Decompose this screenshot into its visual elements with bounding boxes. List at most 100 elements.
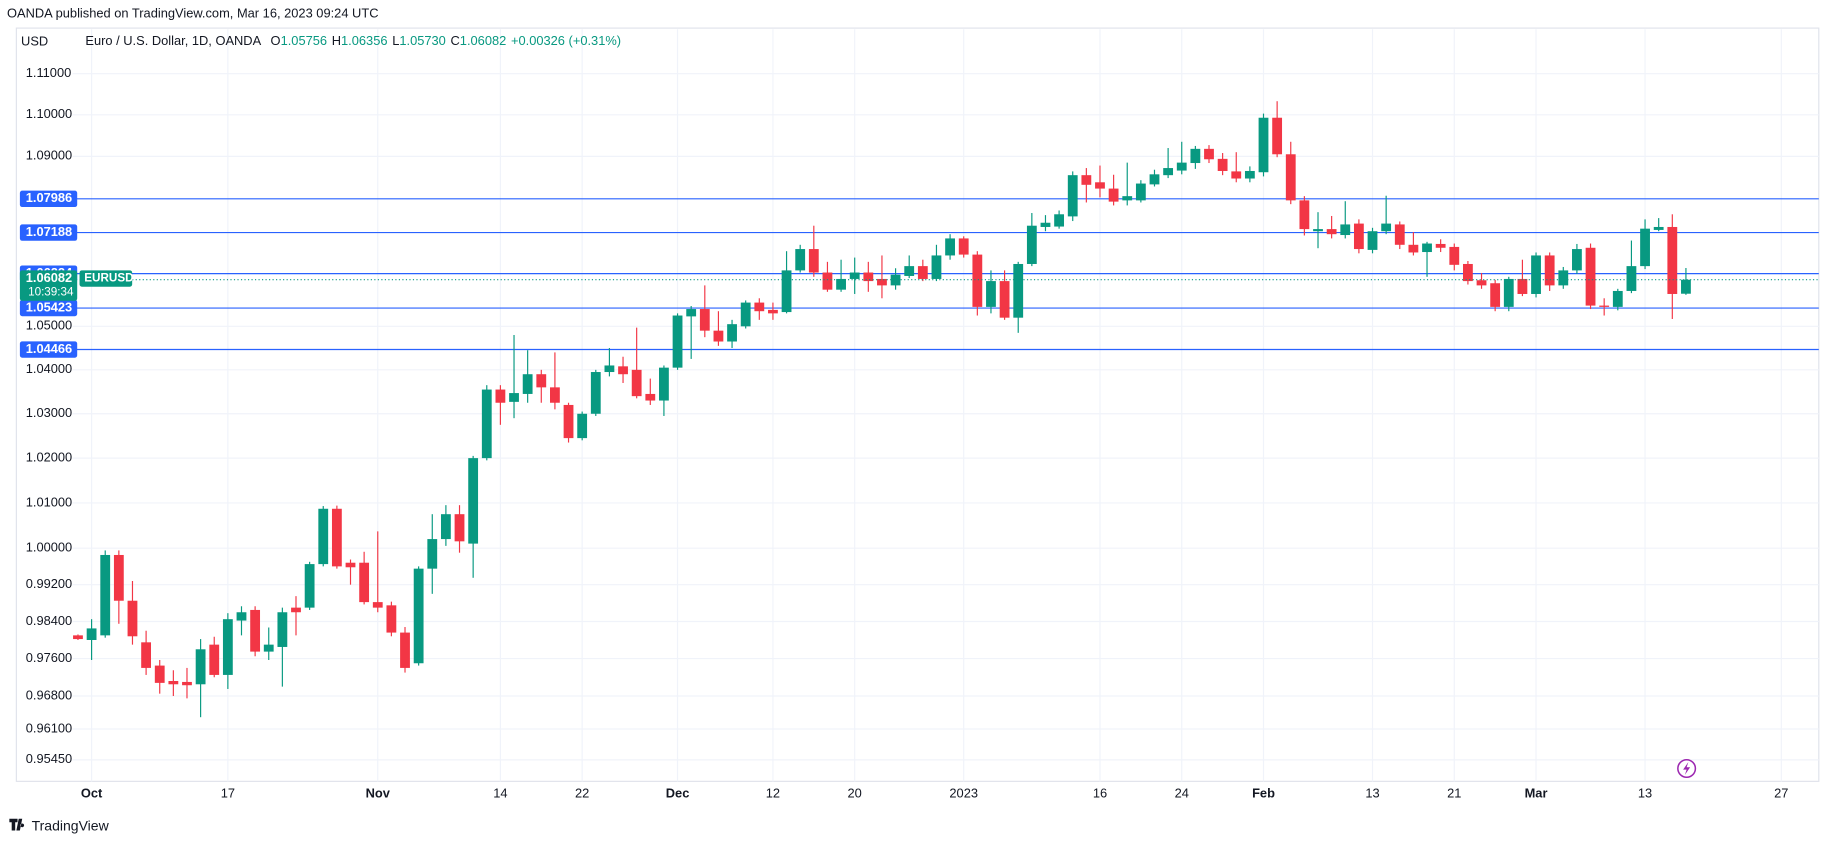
candle-body (672, 315, 683, 368)
candle-body (522, 374, 533, 394)
candle-body (1067, 175, 1078, 217)
footer: TradingView (32, 818, 110, 834)
y-tick-label: 0.99200 (26, 576, 72, 591)
candle-body (1340, 224, 1351, 236)
candle-body (359, 562, 370, 603)
candle-body (863, 272, 874, 282)
candle-body (1503, 278, 1514, 307)
y-tick-label: 1.04000 (26, 361, 72, 376)
x-tick-label: Dec (666, 786, 690, 801)
candle-body (182, 681, 192, 686)
level-label: 1.04466 (26, 341, 72, 356)
candle-body (1572, 249, 1582, 271)
candle-body (849, 272, 860, 279)
candle-body (795, 249, 806, 271)
candle-body (1040, 222, 1051, 227)
countdown: 10:39:34 (28, 286, 74, 299)
candle-body (100, 554, 111, 636)
candle-body (536, 374, 547, 388)
candle-body (686, 309, 697, 317)
candle-body (386, 605, 397, 633)
y-tick-label: 1.01000 (26, 494, 72, 509)
candle-body (699, 309, 710, 331)
candle-body (604, 365, 615, 373)
level-tag (19, 341, 78, 358)
candle-body (1653, 226, 1664, 230)
x-tick-label: 27 (1774, 786, 1788, 801)
candle-body (1681, 279, 1691, 294)
candle-body (1640, 228, 1650, 267)
candle-body (822, 272, 833, 290)
level-label: 1.05423 (26, 299, 72, 314)
candle-body (1231, 171, 1242, 179)
x-tick-label: 17 (221, 786, 235, 801)
y-tick-label: 1.03000 (26, 405, 72, 420)
candle-body (999, 281, 1010, 318)
level-label: 1.07986 (26, 190, 72, 205)
candle-body (1531, 255, 1541, 294)
footer-logo (9, 818, 25, 831)
candle-body (1313, 229, 1323, 232)
candle-body (154, 665, 165, 683)
candle-body (222, 619, 233, 675)
y-tick-label: 0.98400 (26, 613, 72, 628)
header: OANDA published on TradingView.com, Mar … (7, 5, 378, 20)
candle-body (1244, 170, 1255, 179)
candle-body (495, 389, 506, 403)
candle-body (1272, 117, 1283, 155)
y-tick-label: 0.97600 (26, 650, 72, 665)
ticker-tag (79, 270, 133, 287)
candle-body (1285, 154, 1296, 201)
candle-body (727, 324, 737, 342)
x-tick-label: 2023 (949, 786, 978, 801)
candle-body (345, 562, 356, 568)
legend-key: O (271, 34, 281, 49)
candle-body (1558, 270, 1569, 286)
candle-body (1258, 117, 1269, 173)
candle-body (236, 612, 247, 621)
candle-body (836, 278, 846, 290)
candle-body (1190, 148, 1201, 164)
candle-body (331, 508, 342, 567)
x-tick-label: 21 (1447, 786, 1461, 801)
y-tick-label: 1.09000 (26, 148, 72, 163)
candle-body (1176, 162, 1187, 171)
candle-body (631, 369, 642, 397)
legend-value: 1.06356 (341, 34, 387, 49)
y-tick-label: 1.11000 (26, 65, 72, 80)
candle-body (263, 644, 274, 652)
candle-body (618, 366, 628, 375)
marks (72, 101, 1819, 718)
candle-body (1299, 200, 1310, 230)
x-tick-label: 20 (848, 786, 862, 801)
candle-body (1122, 196, 1133, 201)
candle-body (304, 564, 315, 608)
candle-body (1394, 224, 1405, 245)
candle-body (1422, 243, 1432, 253)
x-tick-label: 13 (1365, 786, 1379, 801)
labels: 1.11000 1.10000 1.09000 1.05000 1.04000 1.030… (19, 65, 1788, 801)
candle-body (1026, 225, 1037, 264)
candle-body (1217, 158, 1228, 171)
candle-body (945, 238, 955, 256)
candle-body (1449, 246, 1460, 265)
y-tick-label: 0.96800 (26, 687, 72, 702)
legend-key: C (451, 34, 460, 49)
candle-body (768, 309, 778, 314)
alert-icon[interactable] (1677, 758, 1697, 779)
candle-body (1517, 278, 1528, 294)
x-tick-label: Oct (81, 786, 103, 801)
grid (72, 29, 1819, 782)
candle-body (713, 330, 724, 342)
y-tick-label: 1.02000 (26, 450, 72, 465)
candle-body (1585, 247, 1596, 306)
candle-body (1204, 148, 1214, 160)
candle-body (659, 367, 669, 401)
candle-body (86, 628, 97, 640)
candle-body (550, 387, 560, 403)
candle-body (1408, 244, 1419, 253)
candle-body (250, 609, 261, 652)
candle-body (1081, 175, 1092, 185)
candle-body (468, 458, 479, 544)
